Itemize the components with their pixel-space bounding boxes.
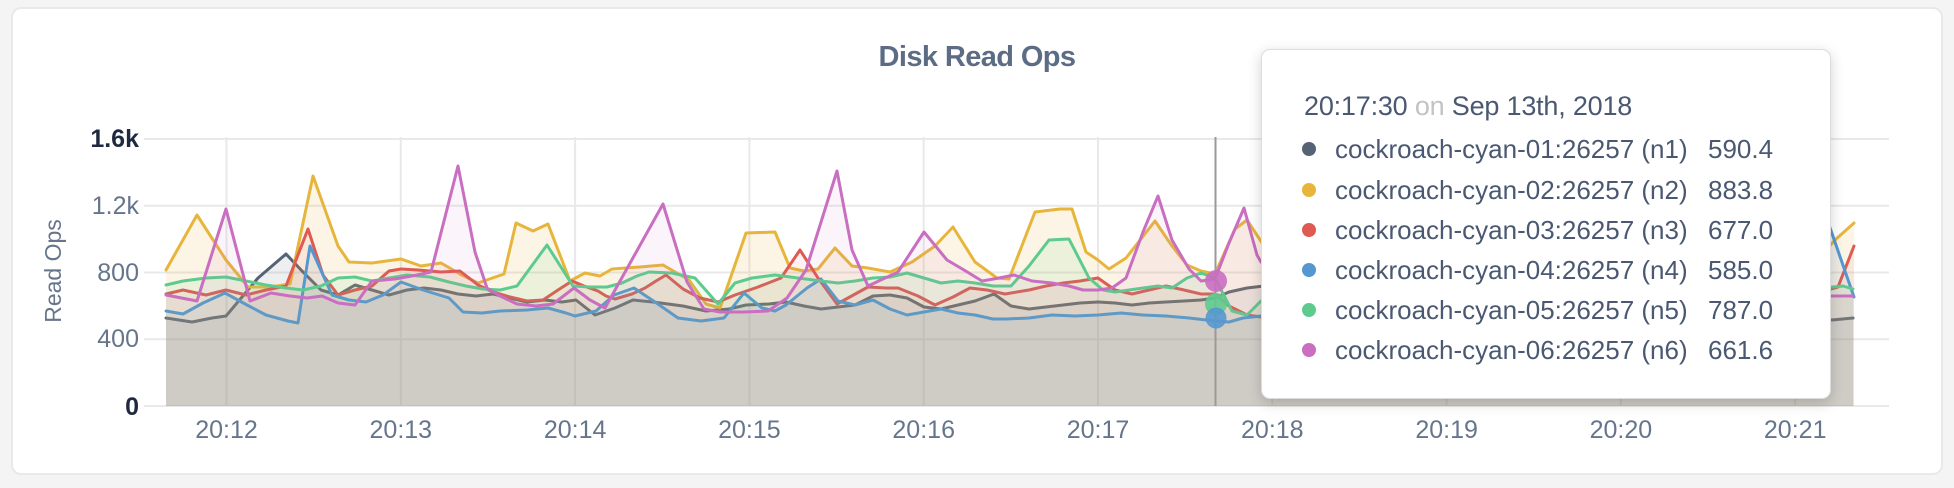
svg-text:20:20: 20:20 (1590, 416, 1653, 444)
svg-text:400: 400 (97, 325, 139, 353)
svg-text:20:21: 20:21 (1764, 416, 1827, 444)
svg-text:1.2k: 1.2k (92, 192, 140, 220)
svg-text:1.6k: 1.6k (90, 125, 139, 153)
svg-text:20:12: 20:12 (195, 416, 258, 444)
svg-text:20:18: 20:18 (1241, 416, 1304, 444)
svg-text:20:13: 20:13 (370, 416, 433, 444)
svg-text:20:19: 20:19 (1415, 416, 1478, 444)
svg-text:20:14: 20:14 (544, 416, 607, 444)
svg-text:800: 800 (97, 259, 139, 287)
svg-text:20:15: 20:15 (718, 416, 781, 444)
svg-text:0: 0 (125, 393, 139, 421)
svg-text:Read Ops: Read Ops (40, 219, 66, 323)
svg-text:20:17: 20:17 (1067, 416, 1130, 444)
svg-text:20:16: 20:16 (892, 416, 955, 444)
